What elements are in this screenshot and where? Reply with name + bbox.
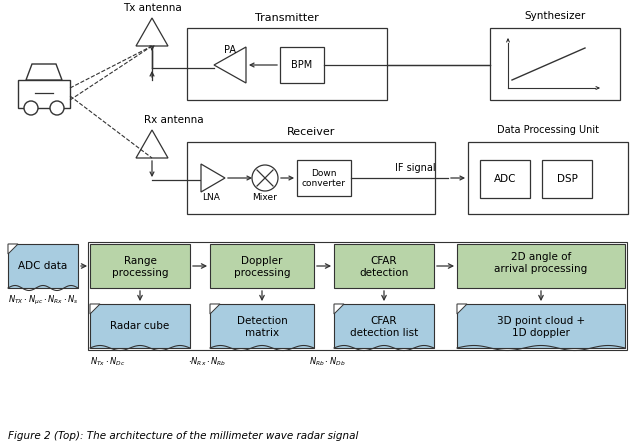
Bar: [542, 160, 592, 198]
Text: Tx antenna: Tx antenna: [123, 3, 181, 13]
Bar: [297, 160, 351, 196]
Polygon shape: [136, 130, 168, 158]
Bar: [90, 244, 190, 288]
Text: LNA: LNA: [202, 193, 220, 202]
Bar: [457, 304, 625, 348]
Text: PA: PA: [224, 45, 236, 55]
Polygon shape: [334, 304, 344, 314]
Text: $N_{Tx} \cdot N_{Dc}$: $N_{Tx} \cdot N_{Dc}$: [90, 356, 125, 368]
Text: $N_{Rb} \cdot N_{Db}$: $N_{Rb} \cdot N_{Db}$: [309, 356, 346, 368]
Text: 3D point cloud +: 3D point cloud +: [497, 316, 585, 326]
Circle shape: [50, 101, 64, 115]
Bar: [210, 304, 314, 348]
Circle shape: [24, 101, 38, 115]
Text: DSP: DSP: [557, 174, 577, 184]
Text: CFAR: CFAR: [371, 316, 397, 326]
Bar: [187, 28, 387, 100]
Text: Detection: Detection: [237, 316, 287, 326]
Polygon shape: [214, 47, 246, 83]
Bar: [334, 244, 434, 288]
Text: processing: processing: [112, 268, 168, 278]
Bar: [490, 28, 620, 100]
Polygon shape: [26, 64, 62, 80]
Text: Data Processing Unit: Data Processing Unit: [497, 125, 599, 135]
Text: Down: Down: [311, 169, 337, 177]
Text: Radar cube: Radar cube: [110, 321, 170, 331]
Text: $N_{TX} \cdot N_{\mu c} \cdot N_{Rx} \cdot N_s$: $N_{TX} \cdot N_{\mu c} \cdot N_{Rx} \cd…: [8, 293, 79, 307]
Polygon shape: [201, 164, 225, 192]
Text: 1D doppler: 1D doppler: [512, 328, 570, 338]
Text: arrival processing: arrival processing: [494, 264, 588, 274]
Bar: [280, 47, 324, 83]
Bar: [8, 244, 78, 288]
Text: ADC data: ADC data: [19, 261, 68, 271]
Text: IF signal: IF signal: [395, 163, 435, 173]
Bar: [187, 142, 435, 214]
Bar: [210, 244, 314, 288]
Text: Mixer: Mixer: [253, 193, 277, 202]
Text: Synthesizer: Synthesizer: [524, 11, 586, 21]
Polygon shape: [8, 244, 18, 254]
Polygon shape: [210, 304, 220, 314]
Bar: [468, 142, 628, 214]
Text: $\cdot N_{Rx} \cdot N_{Rb}$: $\cdot N_{Rx} \cdot N_{Rb}$: [188, 356, 227, 368]
Text: CFAR: CFAR: [371, 256, 397, 266]
Bar: [90, 304, 190, 348]
Polygon shape: [90, 304, 100, 314]
Text: detection list: detection list: [350, 328, 418, 338]
Text: BPM: BPM: [291, 60, 312, 70]
Text: Figure 2 (Top): The architecture of the millimeter wave radar signal: Figure 2 (Top): The architecture of the …: [8, 431, 358, 441]
Bar: [334, 304, 434, 348]
Text: Rx antenna: Rx antenna: [144, 115, 204, 125]
Circle shape: [252, 165, 278, 191]
Bar: [480, 160, 530, 198]
Text: converter: converter: [302, 180, 346, 189]
Text: matrix: matrix: [245, 328, 279, 338]
Text: Range: Range: [124, 256, 156, 266]
Text: Transmitter: Transmitter: [255, 13, 319, 23]
Bar: [18, 80, 70, 108]
Text: Receiver: Receiver: [287, 127, 335, 137]
Text: processing: processing: [234, 268, 291, 278]
Text: detection: detection: [359, 268, 409, 278]
Polygon shape: [457, 304, 467, 314]
Polygon shape: [136, 18, 168, 46]
Text: Doppler: Doppler: [241, 256, 283, 266]
Text: 2D angle of: 2D angle of: [511, 252, 571, 262]
Bar: [88, 242, 627, 350]
Text: ADC: ADC: [493, 174, 516, 184]
Bar: [457, 244, 625, 288]
